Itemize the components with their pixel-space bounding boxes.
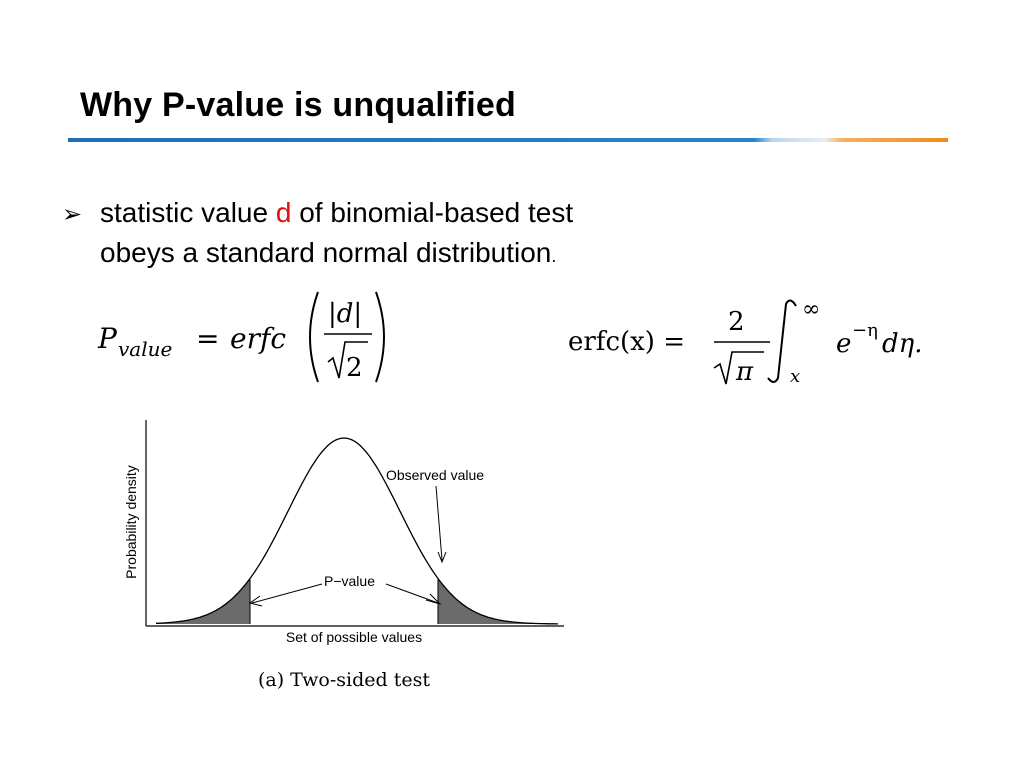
arrow-bullet-icon: ➢ <box>62 201 83 228</box>
left-arrow-icon <box>248 595 263 607</box>
left-paren <box>309 291 319 383</box>
observed-arrow-icon <box>437 551 447 564</box>
slide-title: Why P-value is unqualified <box>80 86 516 124</box>
bullet-text: statistic value d of binomial-based test… <box>100 193 740 276</box>
right-paren <box>375 291 385 383</box>
sqrt-sign-icon <box>327 341 368 379</box>
two-sided-test-chart: Probability density Set of possible valu… <box>123 420 564 691</box>
bullet-line2-end: . <box>551 246 557 266</box>
integral-differential: dη. <box>882 329 923 359</box>
observed-value-leader <box>435 485 443 561</box>
integrand-exponent: −η <box>852 320 878 341</box>
erfc-sqrt-sign-icon <box>713 351 764 385</box>
integral-upper-limit: ∞ <box>802 297 820 322</box>
observed-value-label: Observed value <box>386 467 484 483</box>
formula-subscript: value <box>118 337 172 361</box>
erfc-numerator: 2 <box>728 307 745 337</box>
right-arrow-icon <box>425 593 442 606</box>
left-tail-region <box>156 578 250 624</box>
integral-sign-icon <box>767 299 797 383</box>
erfc-lhs: erfc(x) = <box>568 327 685 357</box>
integral-lower-limit: x <box>790 366 800 387</box>
p-value-formula: P value = erfc |d| 2 <box>97 291 385 383</box>
p-value-label: P−value <box>324 573 375 589</box>
erfc-denominator: π <box>735 357 754 387</box>
erfc-definition: erfc(x) = 2 π ∞ x e −η dη. <box>568 297 923 387</box>
p-value-leader-left <box>251 583 323 604</box>
density-curve <box>156 437 558 625</box>
formula-p: P <box>97 322 118 355</box>
p-value-leader-right <box>385 583 439 604</box>
formula-numerator: |d| <box>328 299 362 329</box>
chart-caption: (a) Two-sided test <box>258 669 430 691</box>
formula-erfc: erfc <box>230 322 286 355</box>
bullet-line2: obeys a standard normal distribution <box>100 237 552 268</box>
formula-equals: = <box>196 322 219 355</box>
integrand-base: e <box>836 329 851 359</box>
x-axis-label: Set of possible values <box>286 629 422 645</box>
bullet-line1-post: of binomial-based test <box>291 197 574 228</box>
right-tail-region <box>438 578 558 624</box>
bullet-line1-pre: statistic value <box>100 197 276 228</box>
title-underline <box>68 138 948 142</box>
formula-denominator: 2 <box>346 353 363 383</box>
y-axis-label: Probability density <box>123 465 139 579</box>
highlight-d: d <box>275 197 292 228</box>
